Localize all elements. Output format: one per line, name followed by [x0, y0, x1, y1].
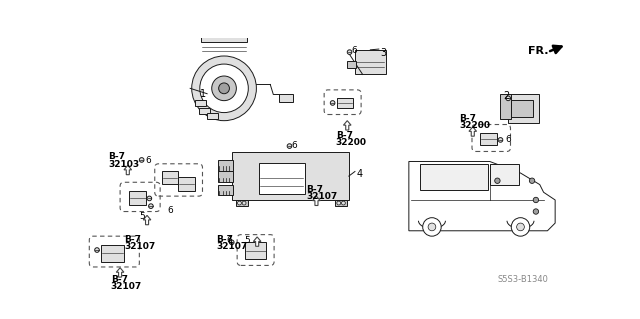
- Text: B-7: B-7: [307, 185, 323, 194]
- Polygon shape: [344, 121, 351, 130]
- Circle shape: [422, 218, 441, 236]
- Bar: [129, 191, 147, 204]
- Text: B-7: B-7: [459, 114, 476, 123]
- Bar: [201, 25, 247, 42]
- Text: 32107: 32107: [124, 242, 155, 251]
- Bar: [218, 185, 234, 195]
- Text: FR.: FR.: [528, 46, 548, 56]
- Bar: [163, 172, 178, 184]
- Text: 6: 6: [227, 236, 232, 245]
- Bar: [101, 245, 124, 262]
- Text: 5: 5: [139, 211, 145, 220]
- Circle shape: [148, 204, 153, 208]
- Circle shape: [506, 96, 511, 101]
- Circle shape: [533, 197, 539, 203]
- Circle shape: [287, 144, 292, 148]
- Circle shape: [219, 83, 230, 94]
- Text: 6: 6: [505, 135, 511, 144]
- Text: 32107: 32107: [111, 282, 142, 291]
- Text: B-7: B-7: [336, 131, 353, 140]
- Polygon shape: [490, 164, 519, 185]
- Circle shape: [337, 201, 340, 205]
- Circle shape: [242, 201, 246, 205]
- Bar: [232, 152, 349, 200]
- Text: 5: 5: [244, 236, 250, 245]
- Text: 6: 6: [292, 141, 298, 151]
- Circle shape: [147, 196, 152, 201]
- Bar: [245, 242, 266, 259]
- Bar: [207, 113, 218, 119]
- Circle shape: [140, 158, 144, 162]
- Text: 32200: 32200: [459, 122, 490, 130]
- Bar: [337, 98, 353, 108]
- Polygon shape: [143, 215, 151, 225]
- Circle shape: [428, 223, 436, 231]
- Bar: [508, 94, 539, 123]
- Text: 3: 3: [380, 48, 387, 57]
- Circle shape: [237, 201, 241, 205]
- Circle shape: [192, 56, 257, 121]
- Bar: [218, 160, 234, 171]
- Bar: [236, 200, 248, 206]
- Text: B-7: B-7: [124, 235, 141, 244]
- Text: 32103: 32103: [109, 160, 140, 169]
- Polygon shape: [409, 161, 555, 231]
- Text: 6: 6: [145, 156, 151, 165]
- Circle shape: [348, 50, 352, 55]
- Circle shape: [200, 64, 248, 113]
- Text: B-7: B-7: [216, 235, 234, 244]
- Bar: [218, 172, 234, 182]
- Bar: [511, 100, 533, 117]
- Circle shape: [212, 76, 236, 101]
- Bar: [195, 100, 205, 106]
- Bar: [200, 108, 210, 114]
- Circle shape: [342, 201, 346, 205]
- Circle shape: [498, 137, 503, 142]
- Text: S5S3-B1340: S5S3-B1340: [497, 275, 548, 285]
- Circle shape: [511, 218, 530, 236]
- Bar: [481, 133, 497, 145]
- Polygon shape: [116, 268, 124, 277]
- Circle shape: [516, 223, 524, 231]
- Circle shape: [330, 101, 335, 105]
- Bar: [355, 50, 386, 74]
- Bar: [500, 94, 511, 119]
- Text: 32107: 32107: [216, 242, 248, 251]
- Circle shape: [495, 178, 500, 183]
- Text: 2: 2: [504, 91, 510, 100]
- Bar: [348, 61, 356, 69]
- Bar: [335, 200, 348, 206]
- Text: B-7: B-7: [109, 152, 125, 161]
- Polygon shape: [312, 196, 320, 205]
- Circle shape: [533, 209, 539, 214]
- Bar: [178, 177, 195, 191]
- Text: 6: 6: [351, 46, 357, 55]
- Text: 32107: 32107: [307, 192, 338, 201]
- Text: 4: 4: [356, 169, 363, 179]
- Polygon shape: [469, 127, 477, 136]
- Bar: [280, 94, 293, 102]
- Circle shape: [529, 178, 535, 183]
- Bar: [259, 163, 305, 194]
- Polygon shape: [124, 165, 132, 175]
- Text: 32200: 32200: [336, 138, 367, 147]
- Polygon shape: [253, 237, 261, 246]
- Circle shape: [230, 240, 234, 245]
- Text: 6: 6: [167, 206, 173, 215]
- Text: 1: 1: [200, 89, 206, 99]
- Polygon shape: [420, 164, 488, 190]
- Circle shape: [95, 248, 99, 252]
- Text: B-7: B-7: [111, 275, 128, 284]
